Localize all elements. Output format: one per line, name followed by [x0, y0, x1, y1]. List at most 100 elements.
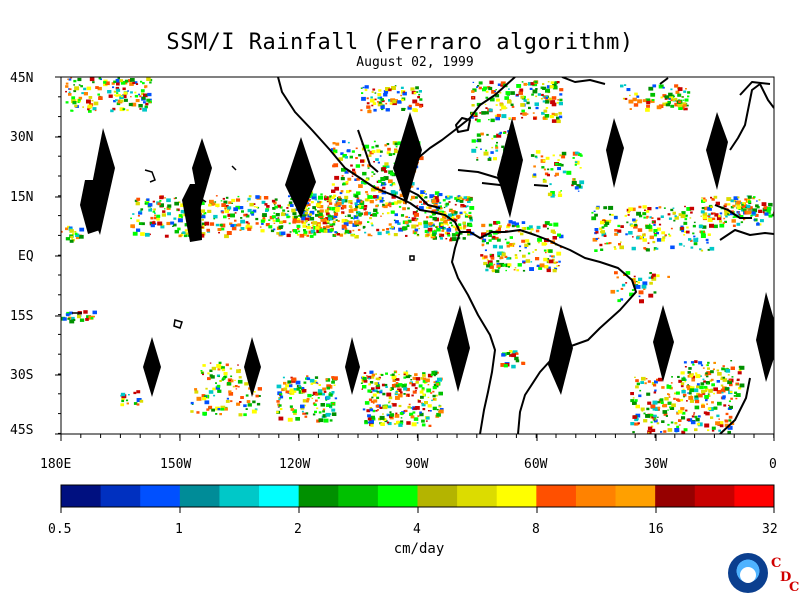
rain-cell [705, 381, 710, 385]
rain-cell [245, 213, 248, 216]
rain-cell [736, 222, 741, 226]
rain-cell [647, 401, 652, 405]
rain-cell [385, 230, 390, 234]
rain-cell [276, 384, 282, 389]
rain-cell [514, 222, 519, 226]
rain-cell [723, 204, 727, 208]
rain-cell [399, 391, 403, 394]
rain-cell [455, 217, 458, 219]
rain-cell [351, 150, 355, 153]
rain-cell [350, 164, 353, 167]
rain-cell [429, 231, 432, 234]
rain-cell [173, 217, 177, 220]
rain-cell [298, 214, 301, 217]
rain-cell [372, 393, 377, 397]
rain-cell [393, 201, 398, 205]
rain-cell [624, 97, 628, 100]
rain-cell [397, 141, 403, 146]
rain-cell [554, 267, 558, 271]
rain-cell [282, 220, 287, 224]
rain-cell [113, 94, 116, 96]
rain-cell [376, 149, 381, 153]
rain-cell [650, 413, 654, 417]
rain-cell [667, 275, 670, 278]
rain-cell [79, 234, 84, 239]
rain-cell [166, 206, 171, 210]
rain-cell [594, 228, 599, 232]
rain-cell [627, 211, 630, 214]
rain-cell [295, 417, 300, 421]
rain-cell [657, 416, 659, 418]
rain-cell [635, 385, 639, 389]
rain-cell [376, 228, 380, 232]
rain-cell [398, 423, 403, 427]
rain-cell [333, 384, 336, 386]
rain-cell [673, 397, 676, 400]
rain-cell [766, 210, 771, 214]
rain-cell [646, 104, 650, 108]
rain-cell [416, 218, 419, 220]
rain-cell [397, 222, 401, 225]
rain-cell [476, 157, 479, 159]
rain-cell [727, 380, 732, 385]
rain-cell [620, 84, 624, 88]
rain-cell [367, 421, 371, 424]
rain-cell [653, 229, 658, 233]
rain-cell [543, 249, 547, 252]
rain-cell [606, 242, 609, 245]
rain-cell [384, 162, 389, 166]
rain-cell [72, 101, 77, 105]
rain-cell [386, 143, 390, 146]
rain-cell [339, 192, 343, 195]
rain-cell [722, 386, 727, 391]
rain-cell [316, 224, 321, 228]
rain-cell [553, 261, 557, 264]
rain-cell [394, 378, 397, 381]
rain-cell [649, 235, 654, 240]
rain-cell [324, 209, 329, 213]
rain-cell [710, 212, 714, 215]
rain-cell [438, 391, 443, 396]
rain-cell [382, 200, 385, 202]
rain-cell [733, 395, 736, 397]
rain-cell [405, 387, 410, 392]
rain-cell [377, 102, 383, 107]
rain-cell [167, 212, 171, 216]
rain-cell [311, 224, 315, 227]
rain-cell [530, 228, 534, 231]
rain-cell [220, 407, 225, 411]
rain-cell [527, 82, 533, 86]
rain-cell [382, 186, 386, 190]
rain-cell [402, 207, 406, 211]
rain-cell [724, 423, 729, 427]
rain-cell [507, 266, 510, 268]
rain-cell [372, 102, 377, 105]
rain-cell [489, 253, 492, 256]
rain-cell [318, 212, 323, 216]
rain-cell [297, 230, 301, 233]
rain-cell [476, 140, 478, 142]
rain-cell [532, 89, 538, 94]
rain-cell [597, 237, 600, 240]
rain-cell [377, 161, 380, 164]
rain-cell [424, 229, 429, 234]
rain-cell [521, 81, 524, 83]
rain-cell [425, 378, 430, 383]
rain-cell [356, 211, 361, 215]
rain-cell [408, 104, 412, 108]
rain-cell [493, 157, 497, 161]
rain-cell [652, 221, 655, 223]
rain-cell [741, 203, 744, 206]
rain-cell [734, 391, 738, 394]
rain-cell [674, 215, 677, 217]
rain-cell [370, 187, 376, 192]
rain-cell [672, 207, 675, 209]
rain-cell [498, 245, 503, 249]
rain-cell [386, 413, 389, 415]
rain-cell [677, 93, 682, 97]
rain-cell [68, 93, 72, 96]
rain-cell [700, 382, 705, 386]
rain-cell [341, 198, 346, 202]
rain-cell [209, 222, 215, 226]
rain-cell [687, 371, 691, 374]
